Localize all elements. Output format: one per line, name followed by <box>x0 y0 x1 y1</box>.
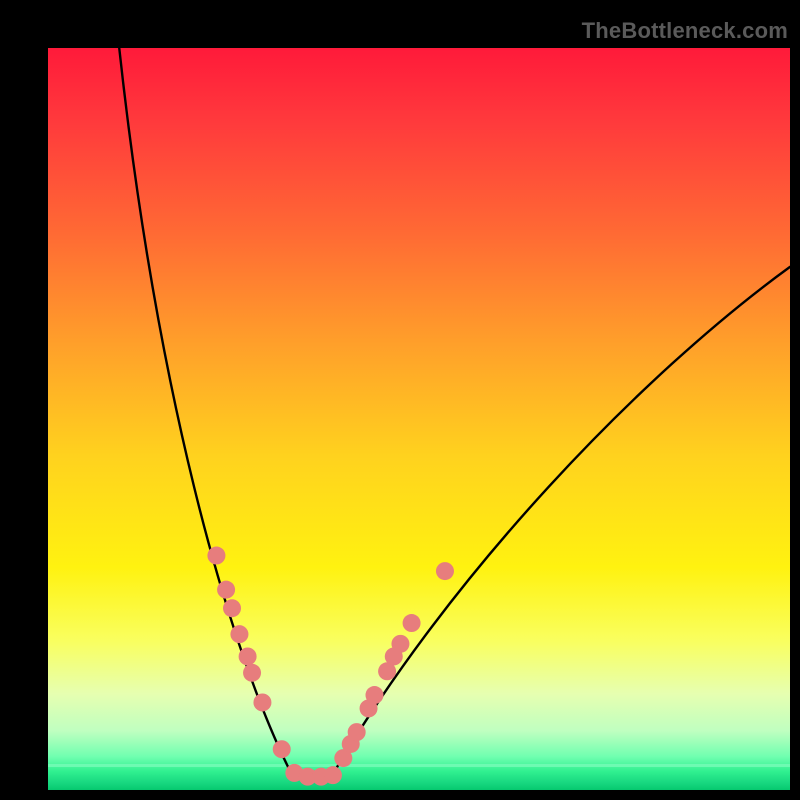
data-dot <box>348 723 366 741</box>
watermark-text: TheBottleneck.com <box>582 18 788 44</box>
data-dot <box>436 562 454 580</box>
data-dots <box>207 547 454 786</box>
data-dot <box>223 599 241 617</box>
data-dot <box>391 635 409 653</box>
plot-area <box>48 48 790 790</box>
data-dot <box>239 647 257 665</box>
data-dot <box>273 740 291 758</box>
data-dot <box>230 625 248 643</box>
data-dot <box>253 693 271 711</box>
data-dot <box>243 664 261 682</box>
data-dot <box>207 547 225 565</box>
chart-frame: TheBottleneck.com <box>0 0 800 800</box>
curve-line <box>119 48 790 777</box>
data-dot <box>217 581 235 599</box>
data-dot <box>324 766 342 784</box>
v-curve-chart <box>48 48 790 790</box>
data-dot <box>403 614 421 632</box>
data-dot <box>365 686 383 704</box>
